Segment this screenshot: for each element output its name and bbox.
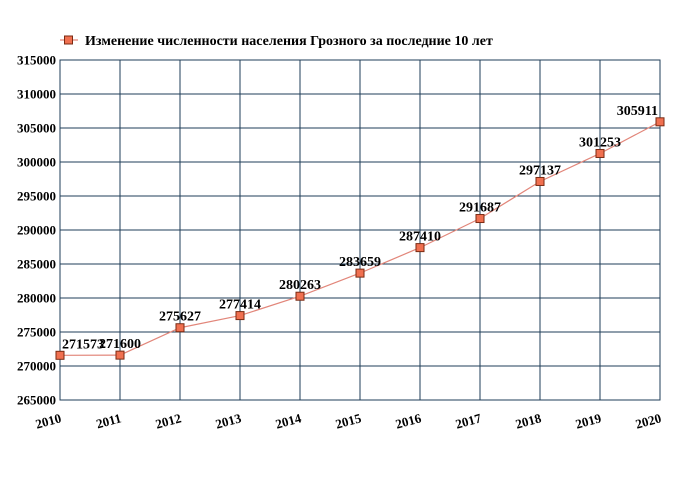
x-tick-label: 2018: [514, 410, 543, 431]
data-point-marker: [595, 148, 605, 158]
y-tick-label: 290000: [17, 223, 56, 238]
data-label: 280263: [279, 278, 321, 293]
data-point-marker: [355, 268, 365, 278]
y-tick-label: 265000: [17, 393, 56, 408]
y-tick-label: 285000: [17, 257, 56, 272]
data-label: 291687: [459, 201, 501, 216]
legend: Изменение численности населения Грозного…: [60, 34, 493, 49]
data-label: 301253: [579, 135, 621, 150]
data-label: 277414: [219, 298, 261, 313]
data-label: 297137: [519, 163, 561, 178]
data-point-marker: [115, 350, 125, 360]
x-tick-label: 2016: [394, 410, 423, 431]
data-label: 271600: [99, 337, 141, 352]
x-tick-label: 2014: [274, 410, 303, 431]
y-tick-label: 275000: [17, 325, 56, 340]
y-tick-label: 310000: [17, 87, 56, 102]
data-label: 287410: [399, 230, 441, 245]
x-axis-tick-labels: 2010 2011 2012 2013 2014 2015 2016 2017 2018 2019…: [34, 410, 663, 431]
data-label: 305911: [617, 104, 658, 119]
y-tick-label: 315000: [17, 53, 56, 68]
y-tick-label: 280000: [17, 291, 56, 306]
data-label: 275627: [159, 310, 201, 325]
x-tick-label: 2020: [634, 410, 663, 431]
data-point-marker: [175, 323, 185, 333]
data-point-marker: [295, 291, 305, 301]
x-tick-label: 2011: [94, 410, 122, 431]
y-tick-label: 270000: [17, 359, 56, 374]
y-axis-tick-labels: 265000 270000 275000 280000 285000 290000 2950…: [17, 53, 56, 408]
x-tick-label: 2013: [214, 410, 243, 431]
x-tick-label: 2015: [334, 410, 363, 431]
x-tick-label: 2017: [454, 410, 483, 431]
x-tick-label: 2010: [34, 410, 63, 431]
y-tick-label: 305000: [17, 121, 56, 136]
plot-frame: [59, 59, 661, 401]
data-point-marker: [475, 214, 485, 224]
x-tick-label: 2012: [154, 410, 183, 431]
data-point-marker: [55, 350, 65, 360]
data-point-marker: [235, 311, 245, 321]
series-markers: [55, 117, 665, 360]
data-point-marker: [415, 243, 425, 253]
grid: [59, 59, 661, 401]
data-label: 271573: [62, 337, 104, 352]
legend-label: Изменение численности населения Грозного…: [85, 34, 493, 49]
y-tick-label: 300000: [17, 155, 56, 170]
data-point-marker: [535, 176, 545, 186]
x-tick-label: 2019: [574, 410, 603, 431]
data-point-marker: [655, 117, 665, 127]
y-tick-label: 295000: [17, 189, 56, 204]
data-label: 283659: [339, 255, 381, 270]
legend-marker: [64, 35, 73, 45]
